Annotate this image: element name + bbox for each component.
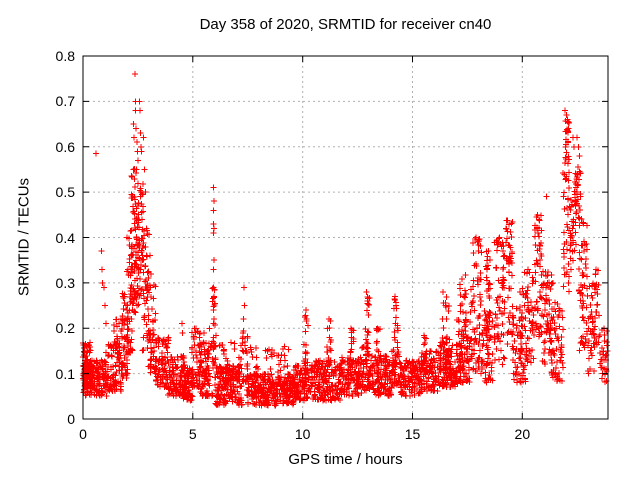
y-tick-label: 0.6 <box>55 138 75 155</box>
data-points <box>80 71 611 409</box>
y-tick-label: 0 <box>67 411 75 427</box>
y-tick-label: 0.4 <box>55 229 75 246</box>
chart-title: Day 358 of 2020, SRMTID for receiver cn4… <box>199 16 492 33</box>
x-axis-title: GPS time / hours <box>288 451 403 468</box>
x-tick-label: 0 <box>79 426 87 442</box>
y-tick-label: 0.8 <box>55 48 75 64</box>
x-tick-label: 15 <box>404 426 421 442</box>
x-tick-label: 20 <box>514 426 531 442</box>
y-tick-label: 0.7 <box>55 93 75 110</box>
y-tick-label: 0.1 <box>55 365 75 382</box>
y-tick-label: 0.3 <box>55 274 75 291</box>
x-tick-label: 5 <box>188 426 197 442</box>
gridlines <box>83 56 608 419</box>
y-tick-label: 0.5 <box>55 184 75 201</box>
y-tick-label: 0.2 <box>55 320 75 337</box>
x-tick-label: 10 <box>294 426 311 442</box>
plot-border <box>82 55 609 420</box>
